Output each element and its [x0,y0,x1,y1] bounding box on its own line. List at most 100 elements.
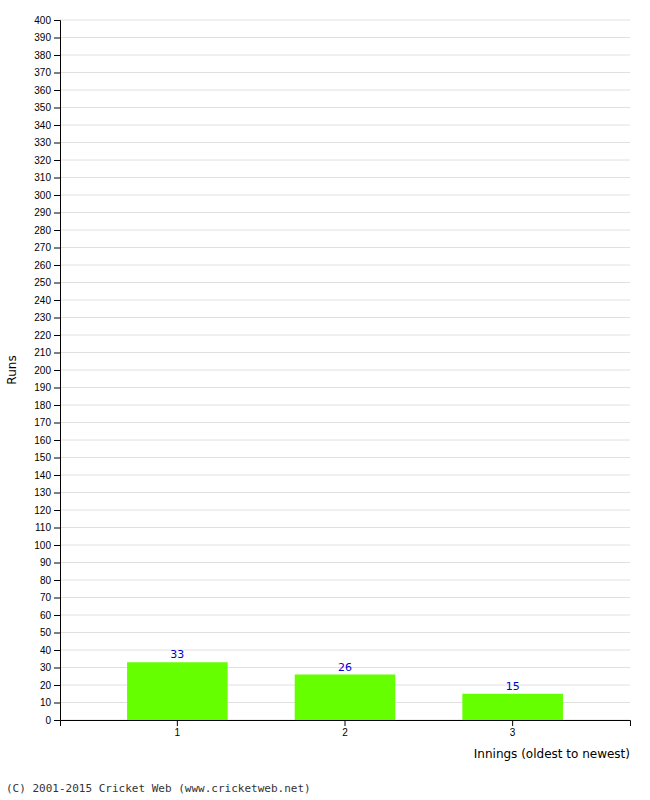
tick-label: 380 [34,50,51,61]
tick-label: 20 [40,680,52,691]
data-label: 15 [506,680,520,693]
tick-label: 240 [34,295,51,306]
tick-label: 270 [34,242,51,253]
tick-label: 320 [34,155,51,166]
footer: (C) 2001-2015 Cricket Web (www.cricketwe… [6,782,311,795]
tick-label: 350 [34,102,51,113]
tick-label: 280 [34,225,51,236]
grid-line [60,580,630,581]
tick: 370 [34,67,60,78]
grid-line [60,55,630,56]
tick: 320 [34,155,60,166]
tick-mark [177,720,178,726]
tick-label: 140 [34,470,51,481]
grid-line [60,510,630,511]
tick-label: 340 [34,120,51,131]
tick-label: 330 [34,137,51,148]
grid-line [60,142,630,143]
x-axis-title: Innings (oldest to newest) [474,747,630,761]
tick-mark [54,510,60,511]
tick-mark [54,475,60,476]
grid-line [60,282,630,283]
tick-label: 290 [34,207,51,218]
tick: 330 [34,137,60,148]
tick-label: 50 [40,627,52,638]
tick-mark [54,458,60,459]
tick-mark [54,195,60,196]
tick-label: 300 [34,190,51,201]
tick-mark [54,125,60,126]
tick: 50 [40,627,60,638]
grid-line [60,562,630,563]
tick: 300 [34,190,60,201]
tick: 20 [40,680,60,691]
tick: 230 [34,312,60,323]
tick: 270 [34,242,60,253]
tick-mark [54,440,60,441]
tick: 220 [34,330,60,341]
grid-line [60,597,630,598]
tick: 400 [34,15,60,26]
grid-line [60,20,630,21]
tick-label: 200 [34,365,51,376]
tick-mark [54,300,60,301]
data-labels: 332615 [170,648,519,693]
tick-label: 10 [40,697,52,708]
tick-mark [54,563,60,564]
grid [60,20,630,720]
tick: 360 [34,85,60,96]
tick-label: 0 [45,715,51,726]
tick: 150 [34,452,60,463]
tick: 0 [45,715,60,726]
tick: 160 [34,435,60,446]
tick-label: 150 [34,452,51,463]
tick-mark [54,388,60,389]
chart: 0102030405060708090100110120130140150160… [0,0,650,800]
grid-line [60,177,630,178]
tick: 60 [40,610,60,621]
tick-label: 100 [34,540,51,551]
tick: 280 [34,225,60,236]
grid-line [60,615,630,616]
tick-mark [54,370,60,371]
tick: 1 [175,720,181,738]
tick-label: 250 [34,277,51,288]
tick-mark [54,38,60,39]
tick-mark [54,685,60,686]
tick-label: 130 [34,487,51,498]
data-label: 26 [338,661,352,674]
tick: 40 [40,645,60,656]
tick-mark [54,73,60,74]
tick: 70 [40,592,60,603]
tick-mark [54,405,60,406]
grid-line [60,160,630,161]
tick-mark [54,265,60,266]
grid-line [60,212,630,213]
tick: 250 [34,277,60,288]
tick-mark [54,178,60,179]
tick: 390 [34,32,60,43]
tick-label: 390 [34,32,51,43]
bar [127,662,228,720]
tick-mark [54,20,60,21]
tick-mark [54,668,60,669]
grid-line [60,527,630,528]
tick-mark [54,580,60,581]
tick-mark [54,55,60,56]
tick-label: 30 [40,662,52,673]
tick: 90 [40,557,60,568]
tick-label: 60 [40,610,52,621]
grid-line [60,387,630,388]
grid-line [60,422,630,423]
grid-line [60,352,630,353]
tick-label: 110 [35,522,51,533]
grid-line [60,457,630,458]
grid-line [60,475,630,476]
grid-line [60,370,630,371]
tick-label: 90 [40,557,52,568]
tick-label: 2 [342,727,348,738]
grid-line [60,650,630,651]
tick-label: 160 [34,435,51,446]
tick-mark [54,615,60,616]
tick-label: 80 [40,575,52,586]
